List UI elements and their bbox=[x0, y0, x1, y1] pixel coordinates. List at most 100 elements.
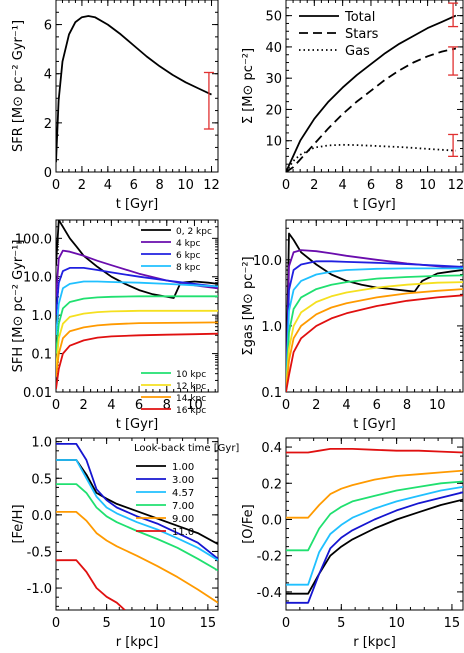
x-tick-label: 6 bbox=[367, 178, 375, 193]
x-tick-label: 4 bbox=[107, 398, 115, 413]
x-tick-label: 0 bbox=[52, 178, 60, 193]
y-tick-label: 10 bbox=[265, 135, 282, 150]
y-tick-label: 0.0 bbox=[31, 509, 52, 524]
x-axis-label: r [kpc] bbox=[116, 635, 159, 650]
y-axis-label: [O/Fe] bbox=[241, 504, 256, 544]
series-line-6 bbox=[286, 288, 463, 392]
x-tick-label: 15 bbox=[444, 616, 461, 631]
panel-ofe: 0 5 10 15 -0.4 -0.2 0.0 0.2 0.4 r [kpc] [O/Fe] bbox=[241, 437, 464, 650]
legend: 0, 2 kpc 4 kpc 6 kpc 8 kpc 10 kpc 12 kpc 14 kp… bbox=[141, 227, 212, 416]
y-tick-label: 1.0 bbox=[31, 309, 52, 324]
x-tick-label: 2 bbox=[80, 398, 88, 413]
series-group bbox=[286, 447, 463, 604]
panel-frame bbox=[285, 437, 464, 611]
y-tick-label: 0.0 bbox=[261, 513, 282, 528]
y-tick-label: -0.4 bbox=[257, 586, 282, 601]
x-tick-label: 10 bbox=[388, 616, 405, 631]
legend-title: Look-back time [Gyr] bbox=[134, 443, 239, 454]
legend-label: 1.00 bbox=[172, 462, 194, 473]
y-tick-label: 50 bbox=[265, 10, 282, 25]
series-line-3 bbox=[56, 483, 218, 572]
y-axis-label: SFR [M⊙ pc⁻² Gyr⁻¹] bbox=[11, 20, 26, 152]
x-axis-label: t [Gyr] bbox=[116, 197, 159, 212]
y-tick-label: -0.5 bbox=[27, 545, 52, 560]
legend: Total Stars Gas bbox=[299, 10, 379, 59]
panel-sfh: 0 2 4 6 8 10 0.01 0.1 1.0 10.0 100.0 t [Gyr] SFH [M⊙… bbox=[11, 219, 219, 432]
legend-label: 7.00 bbox=[172, 501, 194, 512]
series-line-0 bbox=[56, 15, 212, 163]
series-line-2 bbox=[56, 459, 218, 561]
y-tick-label: 30 bbox=[265, 72, 282, 87]
series-line-5 bbox=[286, 447, 463, 454]
x-tick-label: 6 bbox=[135, 398, 143, 413]
legend-label: 0, 2 kpc bbox=[176, 227, 212, 237]
series-line-5 bbox=[286, 281, 463, 392]
panel-sigma: 0 2 4 6 8 10 12 10 20 30 40 50 t [Gyr] Σ [M⊙ pc⁻²] Tot… bbox=[241, 0, 464, 212]
legend-label: 8 kpc bbox=[176, 263, 201, 273]
series-group bbox=[286, 14, 457, 172]
y-tick-label: 10.0 bbox=[253, 254, 282, 269]
series-line-2 bbox=[56, 266, 218, 316]
x-tick-label: 0 bbox=[282, 178, 290, 193]
legend-label: 11.0 bbox=[172, 527, 194, 538]
x-tick-label: 2 bbox=[312, 398, 320, 413]
series-line-1 bbox=[286, 491, 463, 604]
legend-label: 6 kpc bbox=[176, 251, 201, 261]
series-line-6 bbox=[56, 321, 218, 377]
series-group bbox=[56, 15, 212, 163]
legend-label: 10 kpc bbox=[176, 370, 206, 380]
legend-label: 4.57 bbox=[172, 488, 194, 499]
x-tick-label: 10 bbox=[177, 178, 194, 193]
series-line-0 bbox=[286, 232, 463, 392]
x-tick-label: 5 bbox=[102, 616, 110, 631]
x-tick-label: 8 bbox=[156, 178, 164, 193]
x-tick-label: 10 bbox=[419, 178, 436, 193]
y-axis-label: Σ [M⊙ pc⁻²] bbox=[241, 48, 256, 124]
legend-label: 14 kpc bbox=[176, 394, 206, 404]
x-tick-label: 10 bbox=[429, 398, 446, 413]
x-tick-label: 0 bbox=[282, 616, 290, 631]
x-tick-label: 12 bbox=[448, 178, 464, 193]
x-tick-label: 4 bbox=[104, 178, 112, 193]
y-tick-label: 0.1 bbox=[31, 348, 52, 363]
x-tick-label: 8 bbox=[403, 398, 411, 413]
series-line-2 bbox=[286, 260, 463, 392]
y-tick-label: 0.1 bbox=[261, 386, 282, 401]
panel-feh: 0 5 10 15 -1.0 -0.5 0.0 0.5 1.0 r [kpc] [Fe/H] Look… bbox=[11, 436, 239, 650]
x-tick-label: 6 bbox=[130, 178, 138, 193]
panel-sfr: 0 2 4 6 8 10 12 0 2 4 6 t [Gyr] SFR [M⊙ pc⁻² Gyr⁻¹] bbox=[11, 0, 220, 212]
y-tick-label: 0 bbox=[44, 166, 52, 181]
series-line-3 bbox=[286, 267, 463, 392]
x-tick-label: 8 bbox=[163, 398, 171, 413]
x-tick-label: 0 bbox=[52, 398, 60, 413]
x-tick-label: 15 bbox=[200, 616, 217, 631]
y-tick-label: 100.0 bbox=[15, 232, 52, 247]
series-line-3 bbox=[56, 280, 218, 336]
x-tick-label: 4 bbox=[342, 398, 350, 413]
series-group bbox=[286, 232, 463, 392]
y-tick-label: 0.2 bbox=[261, 477, 282, 492]
y-tick-label: 0.5 bbox=[31, 472, 52, 487]
series-line-7 bbox=[286, 294, 463, 392]
y-tick-label: 4 bbox=[44, 68, 52, 83]
x-tick-label: 4 bbox=[338, 178, 346, 193]
y-tick-label: 6 bbox=[44, 19, 52, 34]
x-tick-label: 12 bbox=[203, 178, 220, 193]
x-tick-label: 8 bbox=[395, 178, 403, 193]
series-line-1 bbox=[286, 249, 463, 392]
legend: Look-back time [Gyr] 1.00 3.00 4.57 7.00 9.00… bbox=[134, 443, 239, 538]
x-tick-label: 2 bbox=[310, 178, 318, 193]
legend-label: 12 kpc bbox=[176, 382, 206, 392]
y-tick-label: 1.0 bbox=[261, 320, 282, 335]
x-axis-label: t [Gyr] bbox=[116, 417, 159, 432]
x-axis-label: r [kpc] bbox=[353, 635, 396, 650]
series-line-4 bbox=[56, 510, 218, 604]
series-line-4 bbox=[286, 469, 463, 519]
legend-label: 3.00 bbox=[172, 475, 194, 486]
y-tick-label: 10.0 bbox=[23, 271, 52, 286]
y-tick-label: -1.0 bbox=[27, 582, 52, 597]
y-axis-label: [Fe/H] bbox=[11, 504, 26, 543]
x-tick-label: 2 bbox=[78, 178, 86, 193]
y-tick-label: 0.01 bbox=[23, 386, 52, 401]
